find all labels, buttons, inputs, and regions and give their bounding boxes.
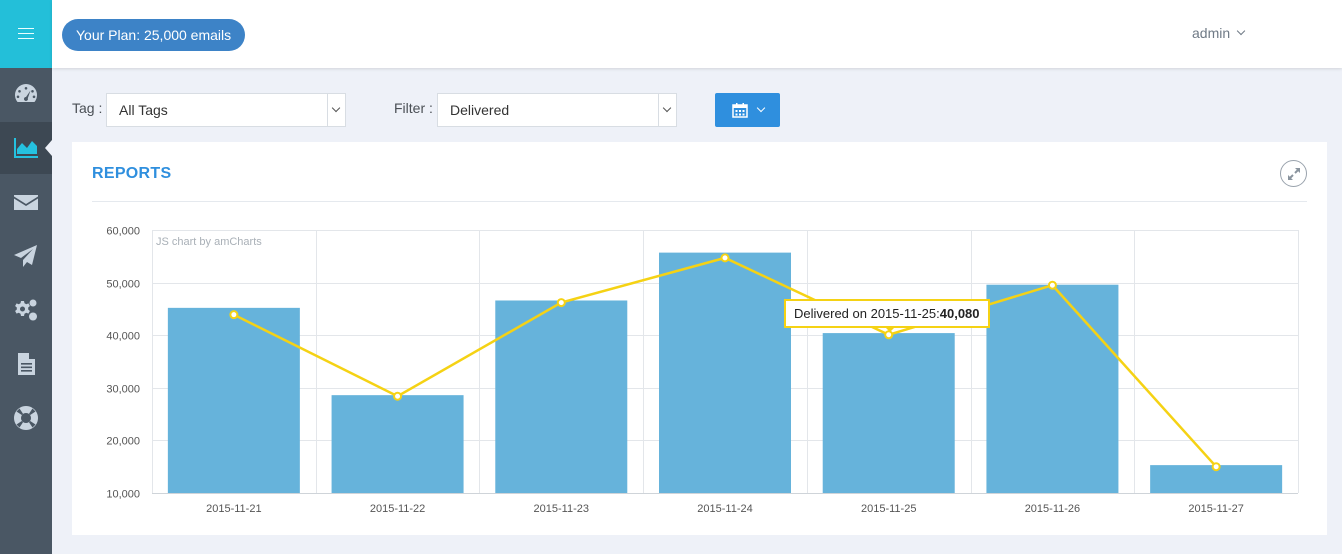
chart-bar xyxy=(495,300,628,493)
paper-plane-icon xyxy=(14,245,37,267)
y-tick-label: 30,000 xyxy=(106,384,140,396)
chart-bar xyxy=(659,252,791,493)
x-tick-label: 2015-11-22 xyxy=(370,503,425,515)
expand-button[interactable] xyxy=(1280,160,1307,187)
reports-chart-icon xyxy=(14,138,38,158)
plan-badge[interactable]: Your Plan: 25,000 emails xyxy=(62,19,246,51)
gears-icon xyxy=(15,299,37,321)
filter-select[interactable]: Delivered xyxy=(437,93,677,127)
y-tick-label: 20,000 xyxy=(106,436,140,448)
chart-point xyxy=(393,391,403,401)
panel-title: REPORTS xyxy=(92,165,172,182)
calendar-icon xyxy=(731,103,748,118)
x-tick-label: 2015-11-27 xyxy=(1188,503,1243,515)
chevron-down-icon xyxy=(1236,26,1246,36)
sidebar-item-dashboard[interactable] xyxy=(0,68,52,120)
tag-select[interactable]: All Tags xyxy=(106,93,346,127)
y-tick-label: 40,000 xyxy=(106,331,140,343)
sidebar-item-emails[interactable] xyxy=(0,176,52,228)
chevron-down-icon xyxy=(658,94,676,126)
x-tick-label: 2015-11-25 xyxy=(861,503,916,515)
dashboard-icon xyxy=(14,84,38,102)
user-name: admin xyxy=(1192,25,1231,41)
filter-label: Filter : xyxy=(394,100,433,116)
user-menu[interactable]: admin xyxy=(1192,25,1246,41)
chart-credit: JS chart by amCharts xyxy=(156,236,262,248)
filter-select-value: Delivered xyxy=(450,102,510,118)
chevron-down-icon xyxy=(327,94,345,126)
x-tick-label: 2015-11-21 xyxy=(206,503,261,515)
chart-point xyxy=(884,330,894,340)
chart-point xyxy=(720,253,730,263)
sidebar-item-campaigns[interactable] xyxy=(0,230,52,282)
top-header: Your Plan: 25,000 emails admin xyxy=(52,0,1342,68)
hamburger-icon xyxy=(18,28,34,40)
chart-tooltip: Delivered on 2015-11-25:40,080 xyxy=(784,299,990,332)
chart-bar xyxy=(986,284,1119,493)
tag-select-value: All Tags xyxy=(119,102,168,118)
chart-bar xyxy=(167,307,300,493)
chevron-down-icon xyxy=(756,103,765,113)
sidebar-item-settings[interactable] xyxy=(0,284,52,336)
y-tick-label: 10,000 xyxy=(106,489,140,501)
tooltip-value: 40,080 xyxy=(939,306,980,321)
menu-toggle-button[interactable] xyxy=(0,0,52,68)
lifebuoy-icon xyxy=(14,406,39,430)
y-tick-label: 60,000 xyxy=(106,226,140,238)
chart-bar xyxy=(822,333,955,493)
x-tick-label: 2015-11-23 xyxy=(534,503,589,515)
x-tick-label: 2015-11-26 xyxy=(1025,503,1080,515)
panel-divider xyxy=(92,201,1307,202)
sidebar-item-documents[interactable] xyxy=(0,338,52,390)
sidebar-item-reports[interactable] xyxy=(0,122,52,174)
sidebar-item-support[interactable] xyxy=(0,392,52,444)
y-tick-label: 50,000 xyxy=(106,279,140,291)
chart-point xyxy=(556,298,566,308)
chart-point xyxy=(1047,280,1057,290)
sidebar xyxy=(0,0,52,554)
tooltip-text: Delivered on 2015-11-25: xyxy=(794,306,940,321)
x-tick-label: 2015-11-24 xyxy=(697,503,752,515)
date-range-button[interactable] xyxy=(715,93,780,127)
document-icon xyxy=(18,353,35,375)
chart-point xyxy=(1211,462,1221,472)
chart-bar xyxy=(331,395,464,493)
active-indicator xyxy=(45,140,52,156)
tooltip-pointer xyxy=(884,326,896,332)
expand-icon xyxy=(1288,168,1300,180)
chart-point xyxy=(229,310,239,320)
envelope-icon xyxy=(14,195,38,210)
tag-label: Tag : xyxy=(72,100,103,116)
